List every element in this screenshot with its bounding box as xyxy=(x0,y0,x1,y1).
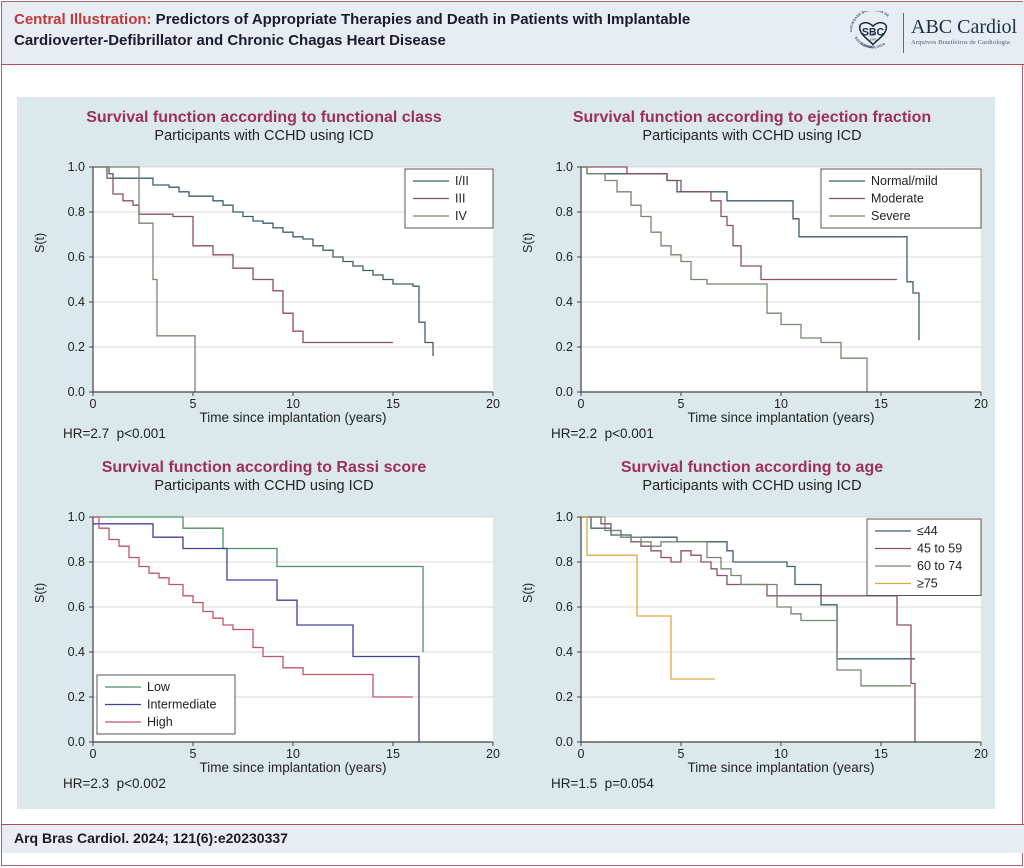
svg-text:IV: IV xyxy=(455,209,467,223)
svg-text:15: 15 xyxy=(874,747,888,761)
svg-text:0.4: 0.4 xyxy=(556,295,573,309)
svg-text:20: 20 xyxy=(486,747,500,761)
svg-text:15: 15 xyxy=(874,397,888,411)
svg-text:0: 0 xyxy=(578,747,585,761)
svg-text:1.0: 1.0 xyxy=(556,510,573,524)
svg-text:I/II: I/II xyxy=(455,174,469,188)
svg-text:0.0: 0.0 xyxy=(556,385,573,399)
svg-text:1.0: 1.0 xyxy=(68,160,85,174)
svg-text:20: 20 xyxy=(974,747,988,761)
svg-text:0.6: 0.6 xyxy=(68,250,85,264)
svg-text:0.8: 0.8 xyxy=(68,555,85,569)
svg-text:Intermediate: Intermediate xyxy=(147,698,217,712)
svg-text:III: III xyxy=(455,192,465,206)
svg-text:0.2: 0.2 xyxy=(556,340,573,354)
svg-text:15: 15 xyxy=(386,397,400,411)
svg-text:10: 10 xyxy=(286,397,300,411)
svg-text:5: 5 xyxy=(190,747,197,761)
svg-text:0.0: 0.0 xyxy=(68,735,85,749)
svg-text:0.4: 0.4 xyxy=(68,295,85,309)
svg-text:Moderate: Moderate xyxy=(871,192,924,206)
svg-text:0.4: 0.4 xyxy=(68,645,85,659)
svg-text:45 to 59: 45 to 59 xyxy=(917,542,962,556)
svg-text:≥75: ≥75 xyxy=(917,577,938,591)
svg-text:0.6: 0.6 xyxy=(68,600,85,614)
svg-text:5: 5 xyxy=(678,397,685,411)
svg-text:1.0: 1.0 xyxy=(68,510,85,524)
svg-text:0.8: 0.8 xyxy=(556,205,573,219)
svg-text:0.0: 0.0 xyxy=(68,385,85,399)
svg-text:0.8: 0.8 xyxy=(556,555,573,569)
svg-text:0.2: 0.2 xyxy=(68,340,85,354)
svg-text:20: 20 xyxy=(486,397,500,411)
svg-text:0.4: 0.4 xyxy=(556,645,573,659)
svg-text:15: 15 xyxy=(386,747,400,761)
svg-text:≤44: ≤44 xyxy=(917,524,938,538)
svg-text:0: 0 xyxy=(578,397,585,411)
svg-text:0.6: 0.6 xyxy=(556,600,573,614)
svg-text:0: 0 xyxy=(90,397,97,411)
svg-text:0.2: 0.2 xyxy=(556,690,573,704)
svg-text:0.6: 0.6 xyxy=(556,250,573,264)
svg-text:Severe: Severe xyxy=(871,209,911,223)
svg-text:5: 5 xyxy=(678,747,685,761)
svg-text:SBC: SBC xyxy=(862,26,885,38)
svg-text:Normal/mild: Normal/mild xyxy=(871,174,938,188)
svg-text:10: 10 xyxy=(774,747,788,761)
svg-text:5: 5 xyxy=(190,397,197,411)
svg-text:0.0: 0.0 xyxy=(556,735,573,749)
svg-text:10: 10 xyxy=(286,747,300,761)
svg-text:0.8: 0.8 xyxy=(68,205,85,219)
svg-text:Low: Low xyxy=(147,680,171,694)
svg-text:60 to 74: 60 to 74 xyxy=(917,559,962,573)
svg-text:1943: 1943 xyxy=(870,37,877,41)
svg-text:20: 20 xyxy=(974,397,988,411)
svg-text:0: 0 xyxy=(90,747,97,761)
svg-text:10: 10 xyxy=(774,397,788,411)
svg-text:High: High xyxy=(147,715,173,729)
svg-text:0.2: 0.2 xyxy=(68,690,85,704)
svg-text:1.0: 1.0 xyxy=(556,160,573,174)
